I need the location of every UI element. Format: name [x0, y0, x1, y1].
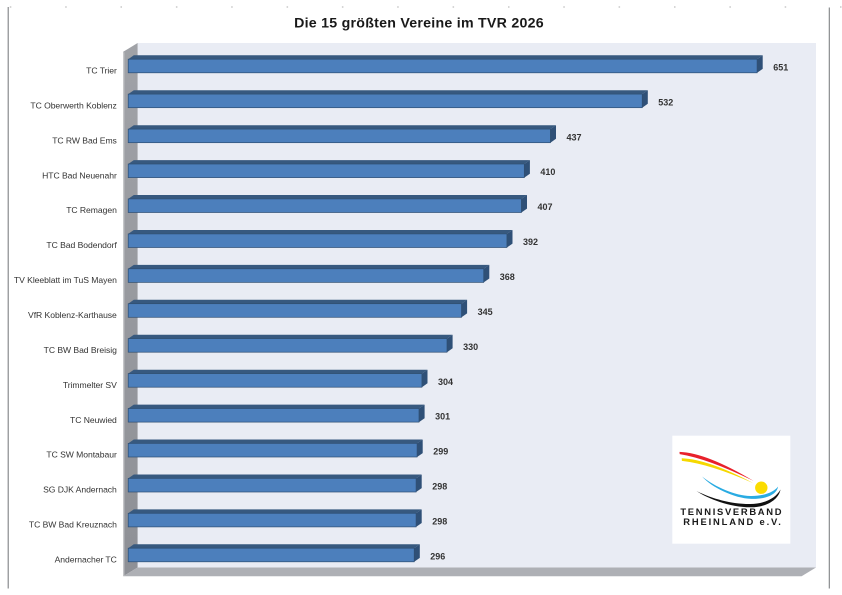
svg-text:TC RW Bad Ems: TC RW Bad Ems [52, 135, 117, 145]
svg-text:Trimmelter SV: Trimmelter SV [63, 380, 117, 390]
svg-text:298: 298 [432, 517, 447, 527]
svg-text:TC Remagen: TC Remagen [66, 205, 117, 215]
svg-text:304: 304 [438, 377, 453, 387]
svg-text:330: 330 [463, 342, 478, 352]
svg-text:407: 407 [538, 202, 553, 212]
svg-text:TC SW Montabaur: TC SW Montabaur [46, 450, 117, 460]
svg-text:410: 410 [540, 167, 555, 177]
svg-text:RHEINLAND e.V.: RHEINLAND e.V. [683, 516, 783, 527]
svg-text:TV Kleeblatt im TuS Mayen: TV Kleeblatt im TuS Mayen [14, 275, 117, 285]
svg-text:368: 368 [500, 272, 515, 282]
svg-text:TC Trier: TC Trier [86, 66, 117, 76]
svg-text:HTC Bad Neuenahr: HTC Bad Neuenahr [42, 170, 117, 180]
svg-text:TC Bad Bodendorf: TC Bad Bodendorf [46, 240, 117, 250]
svg-text:TC BW Bad Breisig: TC BW Bad Breisig [44, 345, 117, 355]
svg-text:301: 301 [435, 412, 450, 422]
svg-text:651: 651 [773, 62, 788, 72]
svg-text:TC Oberwerth Koblenz: TC Oberwerth Koblenz [30, 100, 116, 110]
svg-text:SG DJK Andernach: SG DJK Andernach [43, 485, 117, 495]
svg-text:296: 296 [430, 551, 445, 561]
svg-text:298: 298 [432, 482, 447, 492]
svg-text:TENNISVERBAND: TENNISVERBAND [680, 506, 783, 517]
svg-text:392: 392 [523, 237, 538, 247]
svg-text:299: 299 [433, 447, 448, 457]
svg-text:437: 437 [567, 132, 582, 142]
svg-text:TC Neuwied: TC Neuwied [70, 415, 117, 425]
svg-text:532: 532 [658, 97, 673, 107]
svg-text:345: 345 [478, 307, 493, 317]
svg-text:Andernacher TC: Andernacher TC [55, 555, 117, 565]
svg-text:Die 15 größten Vereine im TVR: Die 15 größten Vereine im TVR 2026 [294, 16, 544, 32]
svg-text:VfR Koblenz-Karthause: VfR Koblenz-Karthause [28, 310, 117, 320]
svg-text:TC BW Bad Kreuznach: TC BW Bad Kreuznach [29, 520, 117, 530]
